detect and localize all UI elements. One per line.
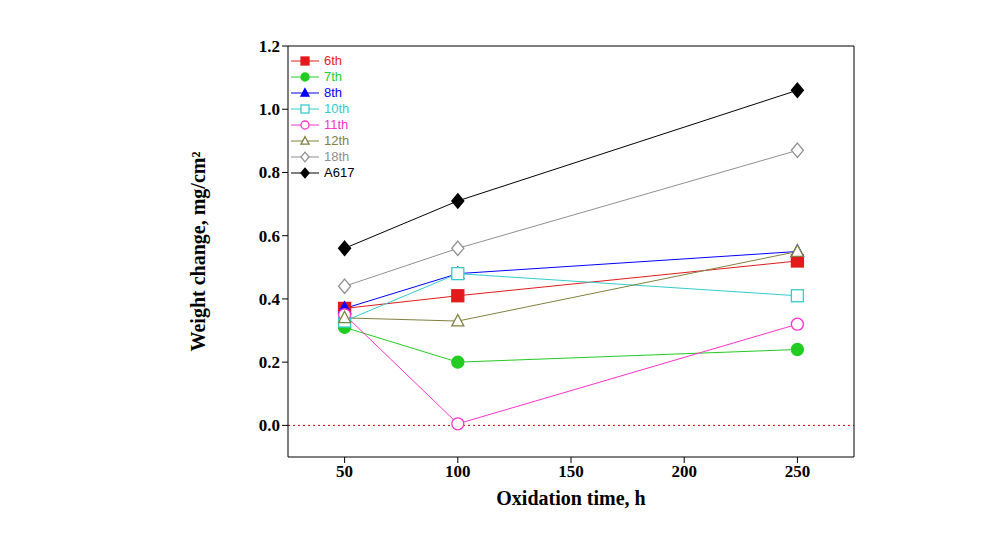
- svg-text:1.2: 1.2: [259, 37, 280, 56]
- html-text:18th: 18th: [324, 149, 350, 164]
- svg-text:0.2: 0.2: [259, 353, 280, 372]
- html-text:6th: 6th: [324, 53, 343, 68]
- svg-text:100: 100: [445, 462, 471, 481]
- html-text:12th: 12th: [324, 133, 350, 148]
- html-text:10th: 10th: [324, 101, 350, 116]
- svg-text:0.0: 0.0: [259, 416, 280, 435]
- svg-text:200: 200: [671, 462, 697, 481]
- svg-text:50: 50: [336, 462, 353, 481]
- svg-text:Weight change, mg/cm²: Weight change, mg/cm²: [187, 152, 210, 352]
- html-text:7th: 7th: [324, 69, 343, 84]
- svg-text:150: 150: [558, 462, 584, 481]
- svg-text:250: 250: [785, 462, 811, 481]
- svg-text:0.6: 0.6: [259, 227, 280, 246]
- svg-text:1.0: 1.0: [259, 100, 280, 119]
- svg-text:0.4: 0.4: [259, 290, 281, 309]
- svg-text:Oxidation time, h: Oxidation time, h: [496, 487, 645, 509]
- svg-text:0.8: 0.8: [259, 163, 280, 182]
- html-text:8th: 8th: [324, 85, 343, 100]
- html-text:A617: A617: [324, 165, 355, 180]
- html-text:11th: 11th: [324, 117, 349, 132]
